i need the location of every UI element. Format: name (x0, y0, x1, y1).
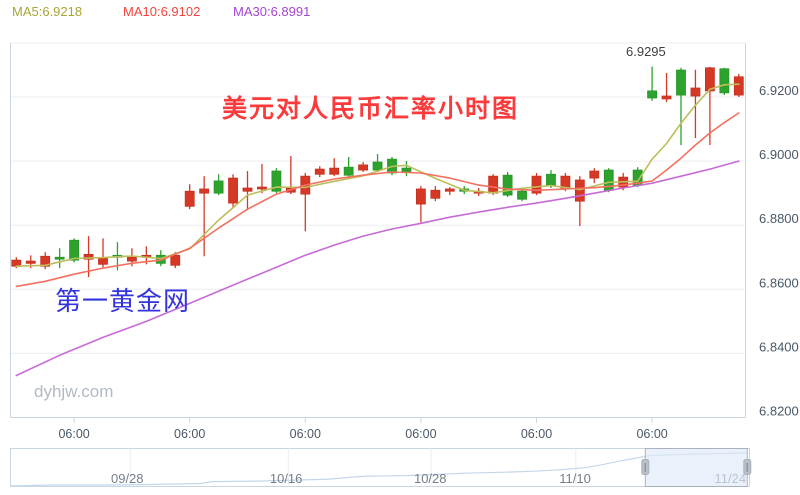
candle-body-down (661, 95, 672, 100)
candle-body-down (415, 188, 426, 205)
candle-body-down (690, 87, 701, 97)
candle-body-up (676, 69, 686, 96)
ma30-line (15, 160, 740, 377)
x-axis-label: 06:00 (636, 427, 667, 441)
legend-ma5-value: MA5:6.9218 (12, 4, 83, 19)
navigator-date-label: 11/10 (559, 471, 591, 486)
candle-body-down (228, 177, 238, 204)
candle-body-down (733, 76, 744, 96)
ma10-line (15, 112, 740, 288)
candle-body-down (705, 67, 715, 92)
chart-title: 美元对人民币汇率小时图 (222, 95, 520, 123)
navigator-track[interactable] (10, 448, 750, 487)
candle-body-down (242, 187, 253, 192)
x-axis-label: 06:00 (174, 427, 205, 441)
candle-body-up (372, 161, 383, 171)
candle-body-down (199, 188, 210, 194)
candle-body-up (401, 167, 412, 173)
x-axis-label: 06:00 (290, 427, 321, 441)
candle-body-down (25, 260, 36, 264)
x-axis-label: 06:00 (521, 427, 552, 441)
watermark-chinese: 第一黄金网 (55, 286, 191, 316)
candle-body-down (170, 254, 181, 266)
candle-body-up (343, 166, 354, 176)
y-axis-label: 6.9200 (759, 83, 799, 98)
high-price-label: 6.9295 (626, 44, 666, 59)
candle-body-up (647, 90, 657, 99)
candle-body-up (719, 68, 730, 94)
candle-body-down (444, 188, 455, 192)
candle-body-down (127, 256, 137, 262)
legend-ma10-value: MA10:6.9102 (123, 4, 201, 19)
candle-body-down (83, 253, 94, 260)
navigator-date-label: 09/28 (111, 471, 144, 486)
y-axis-label: 6.8600 (759, 275, 799, 290)
candle-body-down (358, 164, 369, 171)
candle-body-down (184, 190, 195, 207)
legend-ma30-value: MA30:6.8991 (233, 4, 311, 19)
candle-body-up (546, 173, 556, 187)
navigator-selection[interactable] (644, 448, 748, 487)
y-axis-label: 6.9000 (759, 147, 799, 162)
x-axis-label: 06:00 (58, 427, 89, 441)
ma5-line (15, 83, 740, 268)
candle-body-down (560, 175, 571, 189)
candle-body-down (98, 257, 108, 265)
candle-body-down (589, 170, 600, 179)
candle-body-up (213, 180, 224, 194)
candle-body-up (54, 256, 65, 260)
candle-body-down (329, 167, 340, 175)
y-axis-label: 6.8400 (759, 339, 799, 354)
candle-body-up (502, 174, 513, 196)
candle-body-up (69, 239, 79, 261)
navigator-date-label: 10/16 (270, 471, 303, 486)
candle-body-down (574, 179, 585, 202)
candle-body-down (40, 255, 51, 267)
candle-body-down (488, 175, 499, 194)
watermark-site-url: dyhjw.com (34, 382, 114, 401)
y-axis-label: 6.8200 (759, 404, 799, 419)
candle-body-down (531, 175, 542, 194)
candle-body-down (257, 186, 267, 190)
x-axis-label: 06:00 (405, 427, 436, 441)
candle-body-down (314, 168, 325, 175)
candle-body-up (271, 170, 282, 192)
navigator-date-label: 10/28 (414, 471, 447, 486)
candle-body-up (517, 190, 527, 200)
candle-body-down (430, 189, 441, 199)
y-axis-label: 6.8800 (759, 211, 799, 226)
